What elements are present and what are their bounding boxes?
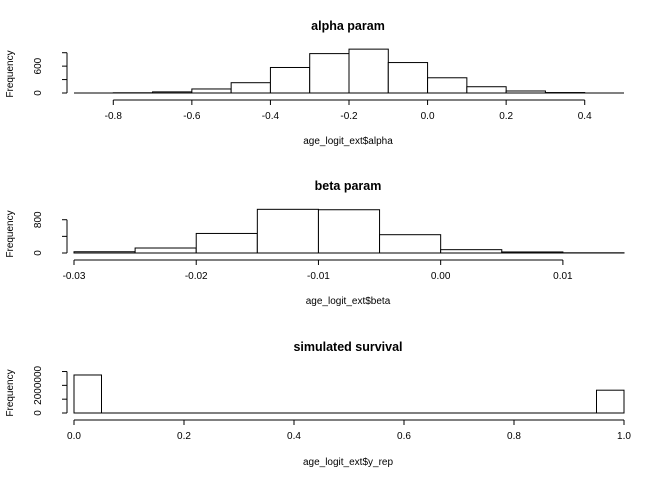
beta-param-x-tick-label: -0.02	[185, 271, 208, 282]
simulated-survival-x-tick-label: 0.0	[67, 431, 81, 442]
simulated-survival-y-axis: 0 2000000	[33, 365, 68, 416]
simulated-survival-y-tick-label: 0	[33, 410, 44, 416]
simulated-survival-bar	[73, 374, 102, 414]
simulated-survival-x-tick-label: 0.8	[507, 431, 521, 442]
beta-param-xlabel: age_logit_ext$beta	[306, 296, 391, 307]
alpha-param-y-tick-label: 0	[33, 90, 44, 96]
simulated-survival-x-tick-label: 0.6	[397, 431, 411, 442]
alpha-param-xlabel: age_logit_ext$alpha	[303, 136, 393, 147]
alpha-param-bar	[427, 77, 468, 94]
simulated-survival-panel: simulated survival Frequency age_logit_e…	[5, 340, 631, 468]
alpha-param-bar	[505, 90, 546, 94]
simulated-survival-xlabel: age_logit_ext$y_rep	[303, 457, 394, 468]
beta-param-ylabel: Frequency	[5, 210, 16, 257]
beta-param-x-tick-label: 0.01	[553, 271, 573, 282]
alpha-param-bar	[191, 88, 232, 94]
alpha-param-ylabel: Frequency	[5, 50, 16, 97]
beta-param-title: beta param	[315, 179, 382, 193]
alpha-param-x-tick-label: -0.4	[262, 111, 280, 122]
beta-param-bar	[501, 251, 564, 254]
beta-param-x-axis: -0.03 -0.02 -0.01 0.00 0.01	[63, 259, 573, 282]
simulated-survival-title: simulated survival	[293, 340, 402, 354]
beta-param-bar	[134, 247, 197, 254]
simulated-survival-x-tick-label: 1.0	[617, 431, 631, 442]
alpha-param-panel: alpha param Frequency age_logit_ext$alph…	[5, 19, 624, 147]
simulated-survival-x-axis: 0.0 0.2 0.4 0.6 0.8 1.0	[67, 419, 631, 442]
beta-param-panel: beta param Frequency age_logit_ext$beta …	[5, 179, 625, 307]
alpha-param-bar	[309, 53, 350, 94]
beta-param-bar	[317, 209, 381, 254]
beta-param-y-tick-label: 800	[33, 211, 44, 228]
beta-param-x-tick-label: -0.01	[307, 271, 330, 282]
alpha-param-x-tick-label: 0.4	[578, 111, 592, 122]
alpha-param-x-tick-label: -0.6	[183, 111, 201, 122]
alpha-param-x-tick-label: -0.8	[105, 111, 123, 122]
alpha-param-x-tick-label: -0.2	[340, 111, 358, 122]
beta-param-y-tick-label: 0	[33, 250, 44, 256]
beta-param-bar	[195, 232, 258, 254]
simulated-survival-y-tick-label: 2000000	[33, 365, 44, 404]
alpha-param-bars	[74, 48, 624, 94]
beta-param-bar	[256, 208, 319, 254]
beta-param-bar	[440, 249, 503, 254]
alpha-param-bar	[348, 48, 389, 94]
simulated-survival-bar	[596, 389, 625, 414]
alpha-param-title: alpha param	[311, 19, 385, 33]
simulated-survival-bars	[73, 374, 625, 414]
simulated-survival-x-tick-label: 0.4	[287, 431, 301, 442]
alpha-param-x-axis: -0.8 -0.6 -0.4 -0.2 0.0 0.2 0.4	[105, 99, 592, 122]
alpha-param-bar	[269, 66, 311, 94]
simulated-survival-ylabel: Frequency	[5, 369, 16, 416]
alpha-param-x-tick-label: 0.0	[421, 111, 435, 122]
alpha-param-y-tick-label: 600	[33, 57, 44, 74]
beta-param-y-axis: 0 800	[33, 211, 68, 256]
alpha-param-bar	[466, 86, 507, 94]
alpha-param-bar	[152, 91, 193, 94]
alpha-param-y-axis: 0 600	[33, 52, 68, 96]
alpha-param-bar	[387, 62, 429, 94]
alpha-param-bar	[230, 82, 271, 94]
beta-param-x-tick-label: -0.03	[63, 271, 86, 282]
beta-param-x-tick-label: 0.00	[431, 271, 451, 282]
simulated-survival-x-tick-label: 0.2	[177, 431, 191, 442]
beta-param-bar	[379, 234, 442, 254]
alpha-param-x-tick-label: 0.2	[499, 111, 513, 122]
beta-param-bars	[73, 208, 625, 254]
beta-param-bar	[73, 251, 136, 254]
